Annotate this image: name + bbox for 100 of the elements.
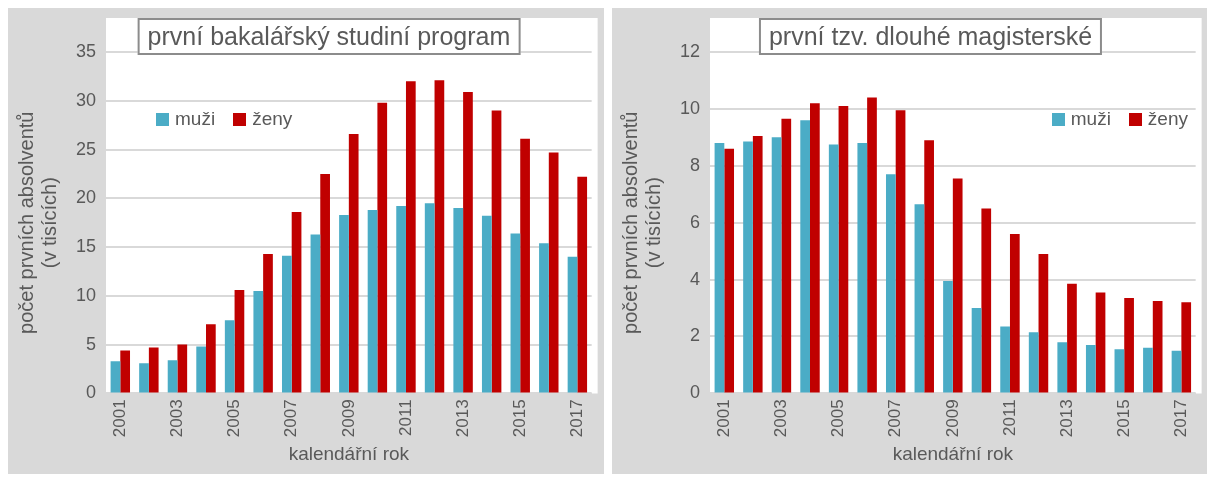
legend-label: muži xyxy=(1070,108,1111,130)
bar xyxy=(520,138,530,393)
bar xyxy=(196,346,206,393)
x-tick-label: 2005 xyxy=(828,399,848,438)
bar xyxy=(481,215,492,393)
bar xyxy=(1143,347,1153,393)
bar xyxy=(377,102,388,393)
y-tick-label: 6 xyxy=(690,211,701,232)
bar xyxy=(1009,234,1020,393)
x-tick-label: 2007 xyxy=(885,399,905,438)
y-tick-label: 10 xyxy=(679,97,701,118)
y-tick-label: 12 xyxy=(679,40,701,61)
bar xyxy=(206,324,216,393)
x-tick-label: 2001 xyxy=(713,399,733,438)
bar xyxy=(1124,298,1134,393)
y-tick-label: 4 xyxy=(690,268,701,289)
legend-label: ženy xyxy=(1147,108,1188,130)
y-tick-label: 30 xyxy=(75,89,97,110)
bar xyxy=(263,253,273,393)
bar xyxy=(453,208,464,393)
x-tick-label: 2017 xyxy=(567,399,587,438)
x-tick-label: 2009 xyxy=(942,399,962,438)
bar xyxy=(577,176,588,393)
bar xyxy=(1067,283,1077,393)
bar xyxy=(110,361,121,393)
bar xyxy=(548,152,559,393)
bar xyxy=(434,80,445,393)
bar xyxy=(253,290,264,393)
y-tick-label: 5 xyxy=(86,333,97,354)
bar xyxy=(1114,349,1125,393)
x-tick-label: 2009 xyxy=(338,399,358,438)
legend-label: muži xyxy=(175,108,216,130)
x-axis-title: kalendářní rok xyxy=(288,442,410,464)
y-tick-label: 25 xyxy=(75,138,97,159)
y-tick-label: 0 xyxy=(86,382,97,403)
bar xyxy=(857,143,868,393)
bar xyxy=(971,308,982,393)
bar xyxy=(224,320,235,393)
bar xyxy=(405,81,416,393)
bar xyxy=(952,178,963,393)
bar xyxy=(771,137,782,393)
bar xyxy=(139,363,149,393)
bar xyxy=(1057,342,1068,393)
legend-label: ženy xyxy=(252,108,293,130)
bar xyxy=(943,281,953,393)
chart-title: první tzv. dlouhé magisterské xyxy=(758,18,1103,55)
bar xyxy=(914,204,925,393)
bar xyxy=(1085,345,1096,393)
chart-title: první bakalářský studiní program xyxy=(137,18,521,55)
bar xyxy=(339,214,349,393)
x-tick-label: 2007 xyxy=(281,399,301,438)
x-tick-label: 2015 xyxy=(509,399,529,438)
bar xyxy=(895,110,906,393)
y-tick-label: 20 xyxy=(75,187,97,208)
bar xyxy=(810,103,820,393)
bar xyxy=(743,141,753,393)
y-tick-label: 35 xyxy=(75,40,97,61)
bar xyxy=(291,211,302,393)
x-tick-label: 2003 xyxy=(771,399,791,438)
bar xyxy=(981,208,992,393)
x-tick-label: 2017 xyxy=(1171,399,1191,438)
bar xyxy=(539,243,549,393)
x-tick-label: 2005 xyxy=(224,399,244,438)
bar xyxy=(924,140,934,393)
x-tick-label: 2003 xyxy=(167,399,187,438)
bar xyxy=(320,173,330,393)
x-tick-label: 2011 xyxy=(999,399,1019,436)
bar xyxy=(1038,253,1049,393)
y-tick-label: 0 xyxy=(690,382,701,403)
bar xyxy=(752,135,763,393)
bar xyxy=(234,289,245,393)
bar xyxy=(714,143,725,393)
bar xyxy=(424,203,435,393)
bar xyxy=(281,255,292,393)
bar xyxy=(167,360,178,393)
bar xyxy=(491,110,502,393)
bar xyxy=(781,118,792,393)
y-axis-title: počet prvních absolventů (v tisících) xyxy=(619,111,665,334)
bar xyxy=(567,256,578,393)
bar xyxy=(177,344,188,393)
x-tick-label: 2013 xyxy=(1056,399,1076,438)
bar xyxy=(1095,292,1106,393)
bar xyxy=(838,106,849,393)
bar xyxy=(885,174,896,393)
y-axis-title: počet prvních absolventů (v tisících) xyxy=(15,111,61,334)
y-tick-label: 2 xyxy=(690,325,701,346)
bar xyxy=(828,144,839,393)
x-tick-label: 2015 xyxy=(1113,399,1133,438)
bar xyxy=(724,148,735,393)
bar xyxy=(1000,326,1010,393)
y-tick-label: 8 xyxy=(690,154,701,175)
bar xyxy=(396,206,406,393)
bar xyxy=(867,97,877,393)
x-tick-label: 2013 xyxy=(452,399,472,438)
bar xyxy=(348,133,359,393)
bar xyxy=(367,210,378,393)
x-tick-label: 2011 xyxy=(395,399,415,436)
bar xyxy=(800,120,810,393)
x-tick-label: 2001 xyxy=(109,399,129,438)
bar xyxy=(1028,332,1039,393)
